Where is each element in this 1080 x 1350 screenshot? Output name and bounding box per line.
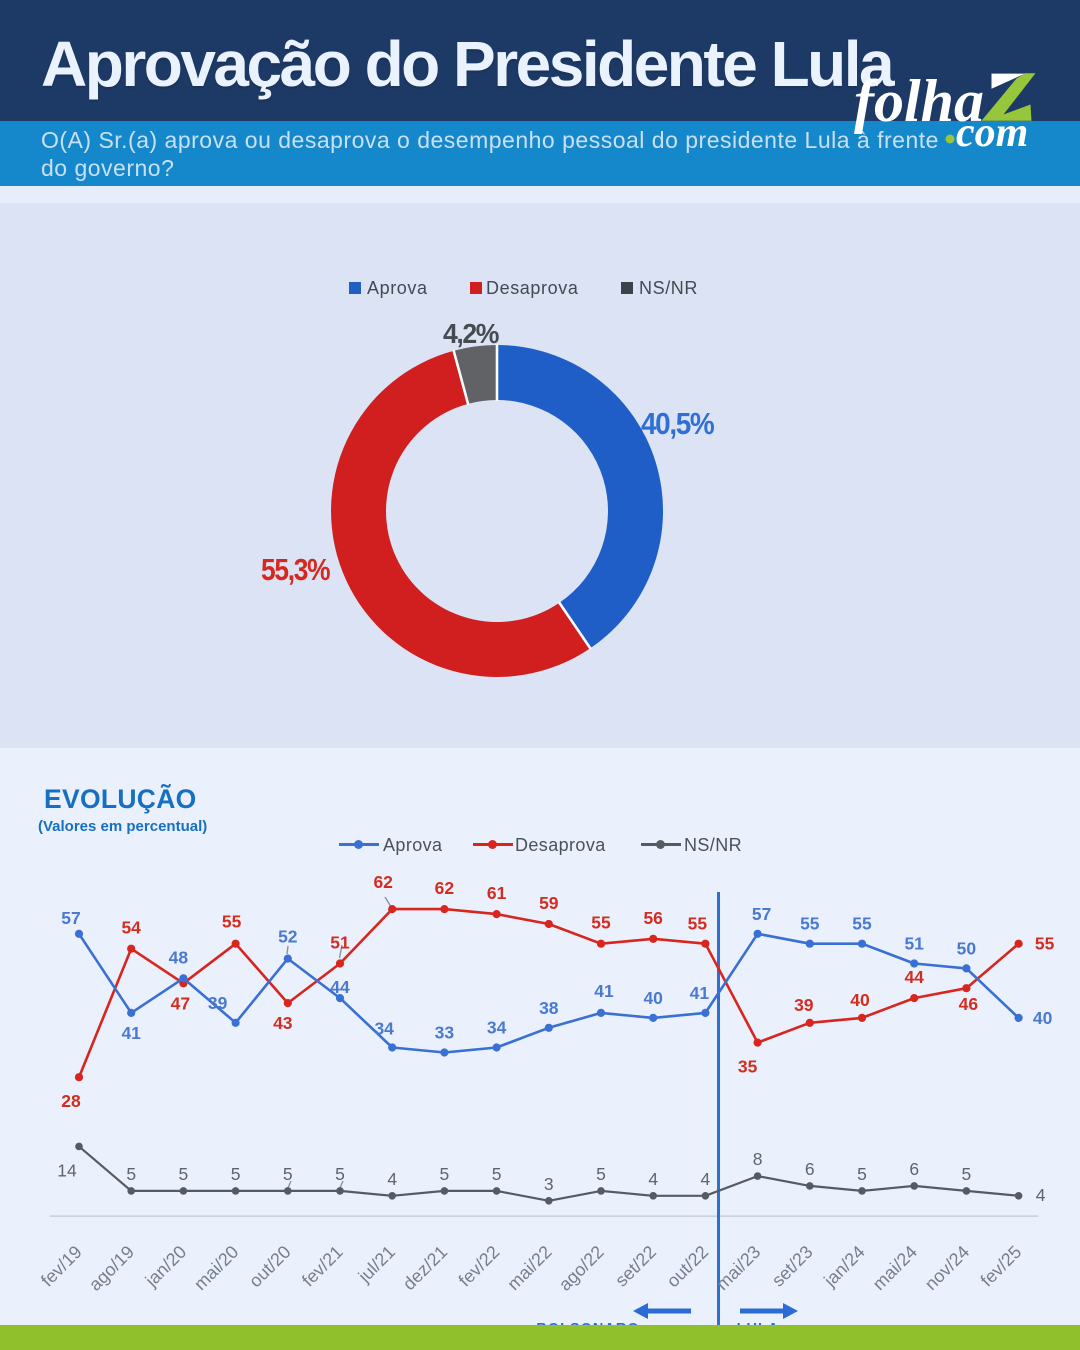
svg-text:3: 3 xyxy=(544,1174,554,1194)
svg-text:38: 38 xyxy=(539,998,559,1018)
svg-text:set/23: set/23 xyxy=(768,1242,817,1291)
svg-text:5: 5 xyxy=(335,1164,345,1184)
svg-text:4: 4 xyxy=(387,1169,397,1189)
svg-text:5: 5 xyxy=(857,1164,867,1184)
svg-text:mai/24: mai/24 xyxy=(869,1242,921,1294)
svg-text:55: 55 xyxy=(800,914,820,934)
svg-text:6: 6 xyxy=(909,1159,919,1179)
svg-text:39: 39 xyxy=(208,993,228,1013)
svg-text:44: 44 xyxy=(904,967,924,987)
svg-text:41: 41 xyxy=(121,1023,141,1043)
svg-text:jul/21: jul/21 xyxy=(354,1242,399,1287)
svg-text:5: 5 xyxy=(492,1164,502,1184)
svg-text:52: 52 xyxy=(278,927,298,947)
svg-text:56: 56 xyxy=(643,908,663,928)
svg-text:46: 46 xyxy=(959,994,979,1014)
svg-text:jan/24: jan/24 xyxy=(819,1242,869,1292)
svg-text:folha: folha xyxy=(854,68,984,134)
svg-text:54: 54 xyxy=(121,918,141,938)
svg-text:8: 8 xyxy=(753,1149,763,1169)
svg-text:55: 55 xyxy=(688,914,708,934)
svg-text:47: 47 xyxy=(171,993,190,1013)
svg-text:44: 44 xyxy=(330,977,350,997)
svg-text:39: 39 xyxy=(794,995,814,1015)
svg-text:5: 5 xyxy=(440,1164,450,1184)
svg-text:51: 51 xyxy=(330,933,350,953)
svg-text:41: 41 xyxy=(690,983,710,1003)
svg-text:5: 5 xyxy=(126,1164,136,1184)
svg-text:14: 14 xyxy=(57,1160,77,1180)
svg-text:34: 34 xyxy=(374,1019,394,1039)
svg-text:55: 55 xyxy=(852,914,872,934)
svg-text:out/22: out/22 xyxy=(663,1242,713,1292)
svg-text:48: 48 xyxy=(169,947,189,967)
svg-text:34: 34 xyxy=(487,1018,507,1038)
svg-text:40: 40 xyxy=(850,990,870,1010)
svg-text:5: 5 xyxy=(596,1164,606,1184)
svg-text:55: 55 xyxy=(591,913,611,933)
svg-text:4: 4 xyxy=(1036,1185,1046,1205)
svg-text:43: 43 xyxy=(273,1013,293,1033)
svg-text:50: 50 xyxy=(957,938,977,958)
svg-text:55: 55 xyxy=(222,912,242,932)
svg-text:nov/24: nov/24 xyxy=(921,1242,973,1294)
svg-text:57: 57 xyxy=(752,904,771,924)
svg-text:fev/21: fev/21 xyxy=(298,1242,347,1291)
svg-text:28: 28 xyxy=(61,1091,81,1111)
svg-text:5: 5 xyxy=(231,1164,241,1184)
svg-text:4: 4 xyxy=(648,1169,658,1189)
svg-text:59: 59 xyxy=(539,893,559,913)
svg-text:5: 5 xyxy=(283,1164,293,1184)
svg-text:40: 40 xyxy=(643,988,663,1008)
svg-text:61: 61 xyxy=(487,883,507,903)
svg-text:62: 62 xyxy=(373,872,393,892)
svg-text:35: 35 xyxy=(738,1057,758,1077)
svg-text:ago/22: ago/22 xyxy=(555,1242,608,1295)
svg-text:fev/22: fev/22 xyxy=(455,1242,504,1291)
svg-text:mai/22: mai/22 xyxy=(503,1242,555,1294)
svg-text:51: 51 xyxy=(904,934,924,954)
svg-text:mai/20: mai/20 xyxy=(190,1242,242,1294)
svg-text:55: 55 xyxy=(1035,934,1055,954)
svg-text:5: 5 xyxy=(179,1164,189,1184)
svg-text:fev/19: fev/19 xyxy=(37,1242,86,1291)
svg-text:40: 40 xyxy=(1033,1008,1053,1028)
svg-text:out/20: out/20 xyxy=(245,1242,295,1292)
svg-text:com: com xyxy=(956,110,1028,155)
svg-text:set/22: set/22 xyxy=(611,1242,660,1291)
svg-text:jan/20: jan/20 xyxy=(141,1242,191,1292)
svg-text:5: 5 xyxy=(962,1164,972,1184)
svg-text:41: 41 xyxy=(594,981,614,1001)
svg-text:fev/25: fev/25 xyxy=(977,1242,1026,1291)
svg-text:57: 57 xyxy=(61,908,80,928)
svg-text:33: 33 xyxy=(435,1023,455,1043)
svg-text:4: 4 xyxy=(701,1169,711,1189)
svg-text:6: 6 xyxy=(805,1159,815,1179)
svg-text:ago/19: ago/19 xyxy=(85,1242,138,1295)
svg-text:62: 62 xyxy=(435,878,455,898)
svg-text:dez/21: dez/21 xyxy=(399,1242,451,1294)
